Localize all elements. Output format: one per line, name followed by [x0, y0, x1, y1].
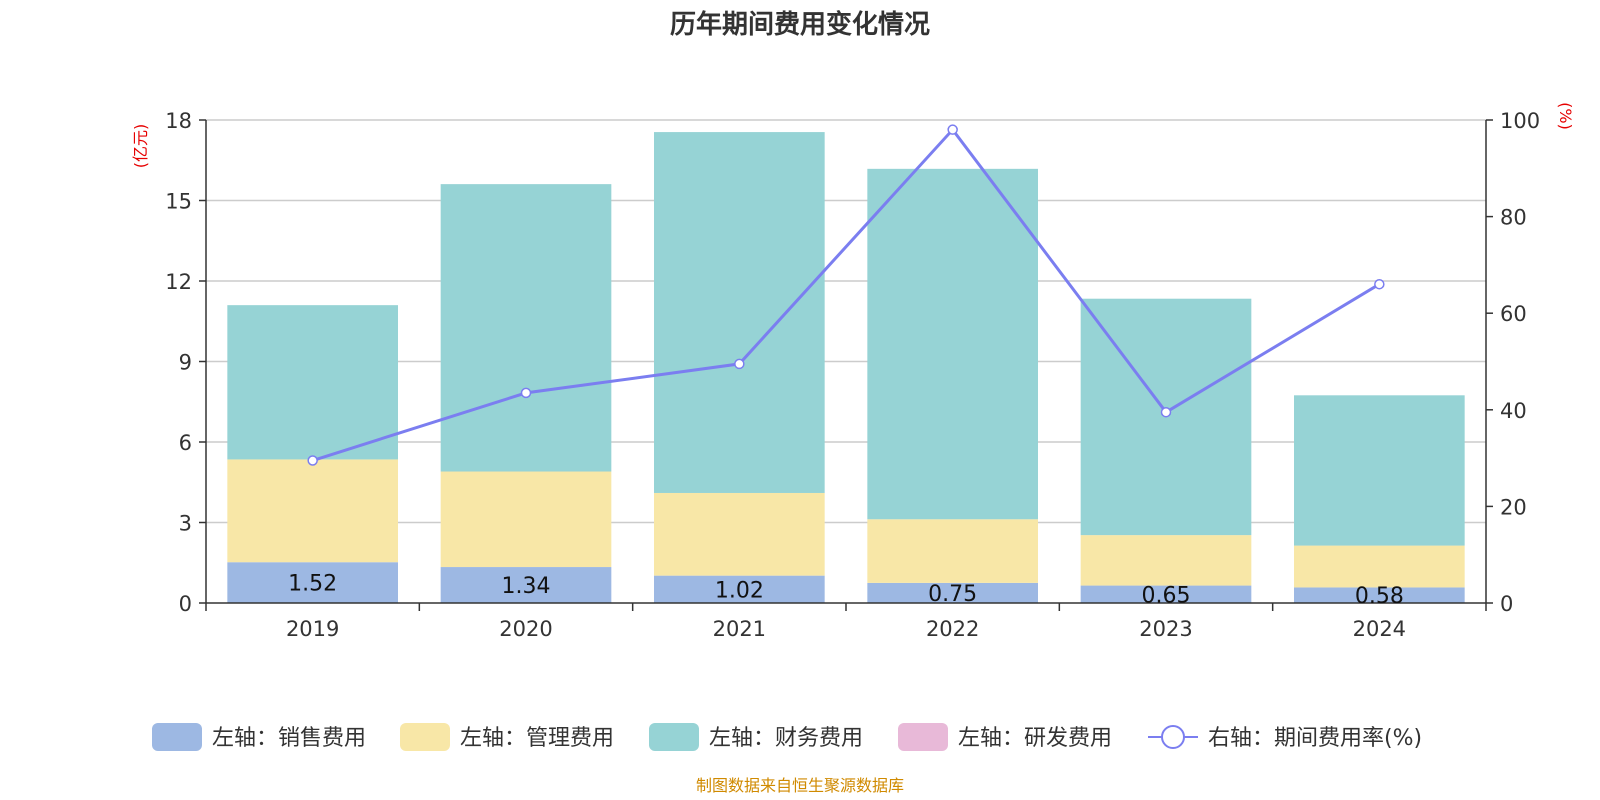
left-axis-tick-label: 3: [179, 512, 192, 536]
data-label: 0.65: [1142, 583, 1191, 608]
bar-2-2020: [440, 184, 612, 472]
right-axis-tick-label: 0: [1500, 592, 1513, 616]
x-axis-tick-label: 2019: [286, 617, 339, 641]
left-axis-tick-label: 0: [179, 592, 192, 616]
legend-swatch: [152, 723, 202, 751]
bar-2-2021: [654, 132, 825, 493]
x-axis-tick-label: 2024: [1353, 617, 1406, 641]
legend-swatch: [400, 723, 450, 751]
left-axis-tick-label: 9: [179, 351, 192, 375]
right-axis-tick-label: 100: [1500, 109, 1540, 133]
data-label: 0.58: [1355, 584, 1404, 609]
x-axis-tick-label: 2022: [926, 617, 979, 641]
bar-2-2019: [227, 305, 398, 460]
bar-2-2022: [867, 168, 1038, 520]
bar-2-2024: [1294, 395, 1465, 546]
data-labels: 1.52 1.34 1.02 0.75 0.65 0.58: [288, 572, 1404, 610]
source-note: 制图数据来自恒生聚源数据库: [696, 776, 904, 795]
left-axis-tick-label: 12: [165, 270, 192, 294]
line-point-2021: [734, 358, 745, 370]
data-label: 1.34: [502, 574, 551, 599]
bar-0-2019: [227, 562, 398, 603]
bar-series: [227, 132, 1465, 603]
bar-1-2024: [1294, 545, 1465, 588]
legend-label: 左轴：销售费用: [212, 726, 366, 751]
bar-1-2023: [1080, 535, 1252, 586]
bar-1-2021: [654, 492, 825, 576]
bar-1-2022: [867, 519, 1038, 583]
legend-swatch: [649, 723, 699, 751]
data-label: 1.52: [288, 572, 337, 597]
legend-swatch: [898, 723, 948, 751]
line-series: [307, 124, 1385, 466]
grid-lines: [206, 119, 1486, 524]
line-series-rate: [312, 127, 1381, 462]
legend-label: 左轴：财务费用: [709, 726, 863, 751]
bar-0-2024: [1294, 587, 1465, 603]
data-label: 0.75: [928, 582, 977, 607]
axes: 0 3 6 9 12 15 18 0 20 40 60 80 100 2019 2020 2021 2022 20…: [165, 109, 1540, 641]
legend: 左轴：销售费用 左轴：管理费用 左轴：财务费用 左轴：研发费用 右轴：期间费用率(%): [152, 723, 1422, 751]
left-axis-tick-label: 6: [179, 431, 192, 455]
legend-label: 左轴：研发费用: [958, 726, 1112, 751]
right-axis-tick-label: 40: [1500, 399, 1527, 423]
line-point-2024: [1374, 278, 1385, 290]
bar-0-2022: [867, 582, 1038, 603]
right-axis-unit: (%): [1556, 102, 1575, 130]
legend-label: 右轴：期间费用率(%): [1208, 726, 1422, 751]
x-axis-tick-label: 2023: [1139, 617, 1192, 641]
bar-0-2023: [1080, 585, 1252, 603]
right-axis-tick-label: 60: [1500, 302, 1527, 326]
left-axis-tick-label: 18: [165, 109, 192, 133]
line-point-2019: [307, 455, 318, 466]
bar-0-2021: [654, 575, 825, 603]
x-axis-tick-label: 2020: [499, 617, 552, 641]
line-point-2020: [520, 387, 532, 399]
left-axis-tick-label: 15: [165, 190, 192, 214]
right-axis-tick-label: 80: [1500, 206, 1527, 230]
line-point-2023: [1160, 406, 1172, 418]
line-point-2022: [947, 124, 958, 135]
right-axis-tick-label: 20: [1500, 495, 1527, 519]
x-axis-tick-label: 2021: [713, 617, 766, 641]
bar-1-2019: [227, 459, 398, 563]
legend-label: 左轴：管理费用: [460, 726, 614, 751]
chart-title: 历年期间费用变化情况: [670, 9, 930, 40]
bar-0-2020: [440, 567, 612, 603]
bar-1-2020: [440, 471, 612, 568]
data-label: 1.02: [715, 578, 764, 603]
left-axis-unit: (亿元): [131, 124, 150, 169]
legend-swatch-marker: [1161, 725, 1185, 749]
